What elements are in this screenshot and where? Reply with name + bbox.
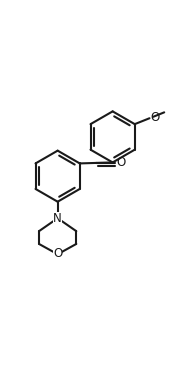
Text: N: N bbox=[53, 212, 62, 225]
Text: O: O bbox=[116, 156, 126, 169]
Text: O: O bbox=[150, 111, 159, 124]
Text: O: O bbox=[53, 247, 62, 260]
